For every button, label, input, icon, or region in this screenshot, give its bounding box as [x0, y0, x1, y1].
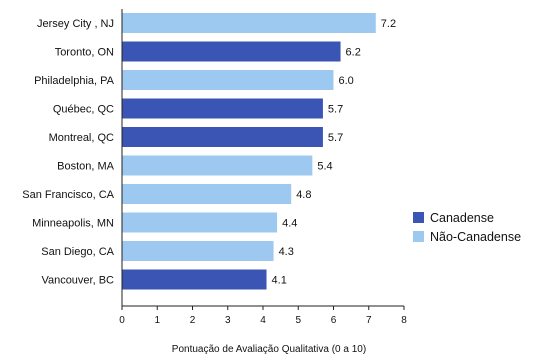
value-label-vancouver-bc: 4.1 [272, 275, 287, 287]
category-label-quebec-qc: Québec, QC [53, 104, 114, 116]
bar-jersey-city-nj [122, 13, 376, 33]
bar-quebec-qc [122, 98, 323, 119]
legend-swatch-nao-canadense [413, 231, 424, 242]
x-tick-label-3: 3 [225, 315, 231, 326]
x-tick-label-8: 8 [401, 315, 407, 326]
x-tick-label-0: 0 [119, 315, 125, 326]
x-tick-label-5: 5 [295, 315, 301, 326]
category-label-san-diego-ca: San Diego, CA [41, 246, 114, 258]
bars-layer: Jersey City , NJ 7.2 Toronto, ON 6.2 Philade… [22, 13, 396, 290]
x-tick-label-6: 6 [331, 315, 337, 326]
value-label-montreal-qc: 5.7 [328, 132, 343, 144]
category-label-san-francisco-ca: San Francisco, CA [22, 189, 114, 201]
bar-vancouver-bc [122, 269, 267, 290]
category-label-toronto-on: Toronto, ON [55, 47, 114, 59]
x-axis-title: Pontuação de Avaliação Qualitativa (0 a … [172, 344, 366, 355]
bar-boston-ma [122, 155, 313, 176]
value-label-san-diego-ca: 4.3 [279, 246, 294, 258]
value-label-philadelphia-pa: 6.0 [339, 75, 354, 87]
bar-toronto-on [122, 41, 341, 62]
category-label-minneapolis-mn: Minneapolis, MN [32, 218, 114, 230]
value-label-quebec-qc: 5.7 [328, 104, 343, 116]
category-label-jersey-city-nj: Jersey City , NJ [37, 18, 114, 30]
bar-minneapolis-mn [122, 212, 278, 233]
bar-montreal-qc [122, 127, 323, 147]
value-label-minneapolis-mn: 4.4 [282, 218, 297, 230]
bar-san-francisco-ca [122, 184, 292, 204]
category-label-philadelphia-pa: Philadelphia, PA [34, 75, 115, 87]
value-label-boston-ma: 5.4 [317, 161, 332, 173]
category-label-vancouver-bc: Vancouver, BC [41, 275, 114, 287]
category-label-boston-ma: Boston, MA [57, 161, 115, 173]
legend: Canadense Não-Canadense [413, 211, 521, 244]
value-label-jersey-city-nj: 7.2 [381, 18, 396, 30]
bar-philadelphia-pa [122, 70, 334, 90]
x-tick-label-2: 2 [190, 315, 196, 326]
legend-swatch-canadense [413, 212, 424, 223]
category-label-montreal-qc: Montreal, QC [49, 132, 114, 144]
x-axis-ticks: 0 1 2 3 4 5 6 7 8 [119, 306, 407, 326]
bar-san-diego-ca [122, 241, 274, 261]
legend-label-canadense: Canadense [430, 211, 494, 225]
legend-label-nao-canadense: Não-Canadense [430, 230, 521, 244]
value-label-san-francisco-ca: 4.8 [296, 189, 311, 201]
x-tick-label-7: 7 [366, 315, 372, 326]
x-tick-label-1: 1 [154, 315, 160, 326]
x-tick-label-4: 4 [260, 315, 266, 326]
value-label-toronto-on: 6.2 [346, 47, 361, 59]
